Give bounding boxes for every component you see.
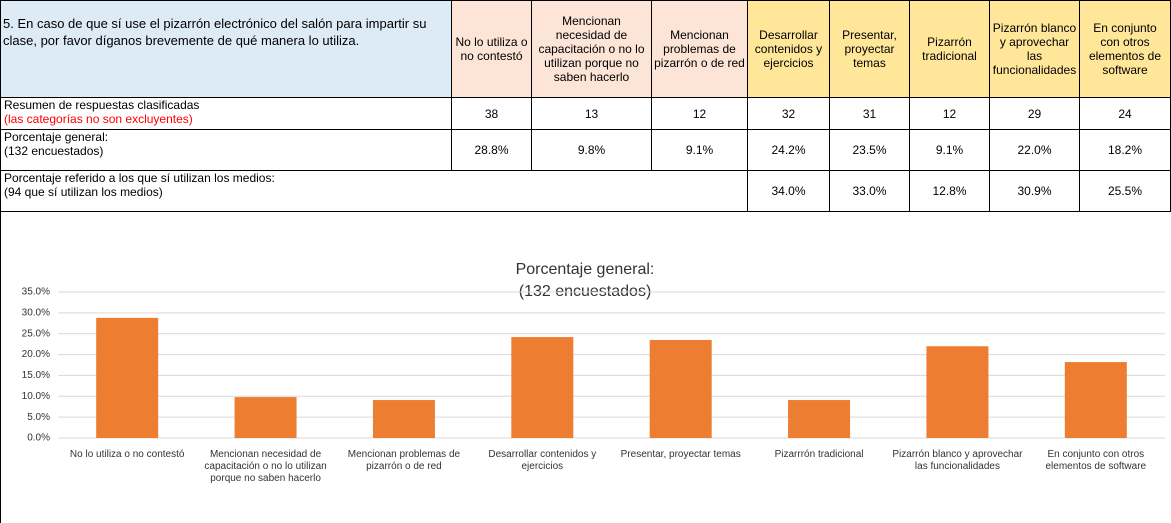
column-header: Desarrollar contenidos y ejercicios [748,0,830,98]
row-label: Porcentaje referido a los que sí utiliza… [0,171,748,212]
value-cell: 9.8% [532,130,652,171]
row-label: Resumen de respuestas clasificadas (las c… [0,98,452,130]
bar [649,339,712,438]
bar [511,337,574,438]
chart: Porcentaje general: (132 encuestados) 0.… [0,212,1165,523]
y-tick-label: 5.0% [27,412,50,423]
value-cell: 9.1% [910,130,990,171]
x-tick-label: No lo utiliza o no contestó [69,449,185,460]
y-tick-label: 30.0% [22,307,50,318]
value-cell: 25.5% [1080,171,1171,212]
y-tick-label: 15.0% [22,370,50,381]
column-header: No lo utiliza o no contestó [452,0,532,98]
row-label-text: Porcentaje general: [4,130,109,144]
value-cell: 18.2% [1080,130,1171,171]
value-cell: 38 [452,98,532,130]
x-tick-label: Desarrollar contenidos y ejercicios [488,449,597,472]
column-header: Presentar, proyectar temas [830,0,910,98]
value-cell: 28.8% [452,130,532,171]
row-note: (las categorías no son excluyentes) [4,112,193,126]
value-cell: 24 [1080,98,1171,130]
value-cell: 9.1% [652,130,748,171]
value-cell: 34.0% [748,171,830,212]
x-tick-label: En conjunto con otros elementos de softw… [1045,449,1147,472]
value-cell: 12 [652,98,748,130]
y-tick-label: 35.0% [22,287,50,298]
value-cell: 32 [748,98,830,130]
y-tick-label: 0.0% [27,433,50,444]
value-cell: 12 [910,98,990,130]
question-cell: 5. En caso de que sí use el pizarrón ele… [0,0,452,98]
value-cell: 12.8% [910,171,990,212]
bar [1064,362,1127,438]
chart-title: Porcentaje general: [516,261,655,278]
x-tick-label: Pizarrón blanco y aprovechar las funcion… [892,449,1023,472]
row-label-text: Resumen de respuestas clasificadas [4,98,200,112]
row-label-text: Porcentaje referido a los que sí utiliza… [4,171,275,185]
bar [234,397,297,438]
value-cell: 33.0% [830,171,910,212]
bar [926,346,989,438]
bar [96,317,159,438]
bar [372,400,435,438]
column-header: Pizarrón tradicional [910,0,990,98]
y-tick-label: 25.0% [22,328,50,339]
value-cell: 29 [990,98,1080,130]
y-tick-label: 10.0% [22,391,50,402]
value-cell: 30.9% [990,171,1080,212]
x-tick-label: Mencionan necesidad de capacitación o no… [204,449,327,484]
column-header: Mencionan necesidad de capacitación o no… [532,0,652,98]
value-cell: 31 [830,98,910,130]
value-cell: 23.5% [830,130,910,171]
row-note: (132 encuestados) [4,144,104,158]
row-note: (94 que sí utilizan los medios) [4,185,163,199]
row-label: Porcentaje general: (132 encuestados) [0,130,452,171]
value-cell: 13 [532,98,652,130]
column-header: Mencionan problemas de pizarrón o de red [652,0,748,98]
value-cell: 22.0% [990,130,1080,171]
value-cell: 24.2% [748,130,830,171]
x-tick-label: Pizarrrón tradicional [774,449,864,460]
bar [788,400,851,438]
y-tick-label: 20.0% [22,349,50,360]
column-header: Pizarrón blanco y aprovechar las funcion… [990,0,1080,98]
column-header: En conjunto con otros elementos de softw… [1080,0,1171,98]
x-tick-label: Presentar, proyectar temas [620,449,741,460]
x-tick-label: Mencionan problemas de pizarrón o de red [347,449,461,472]
